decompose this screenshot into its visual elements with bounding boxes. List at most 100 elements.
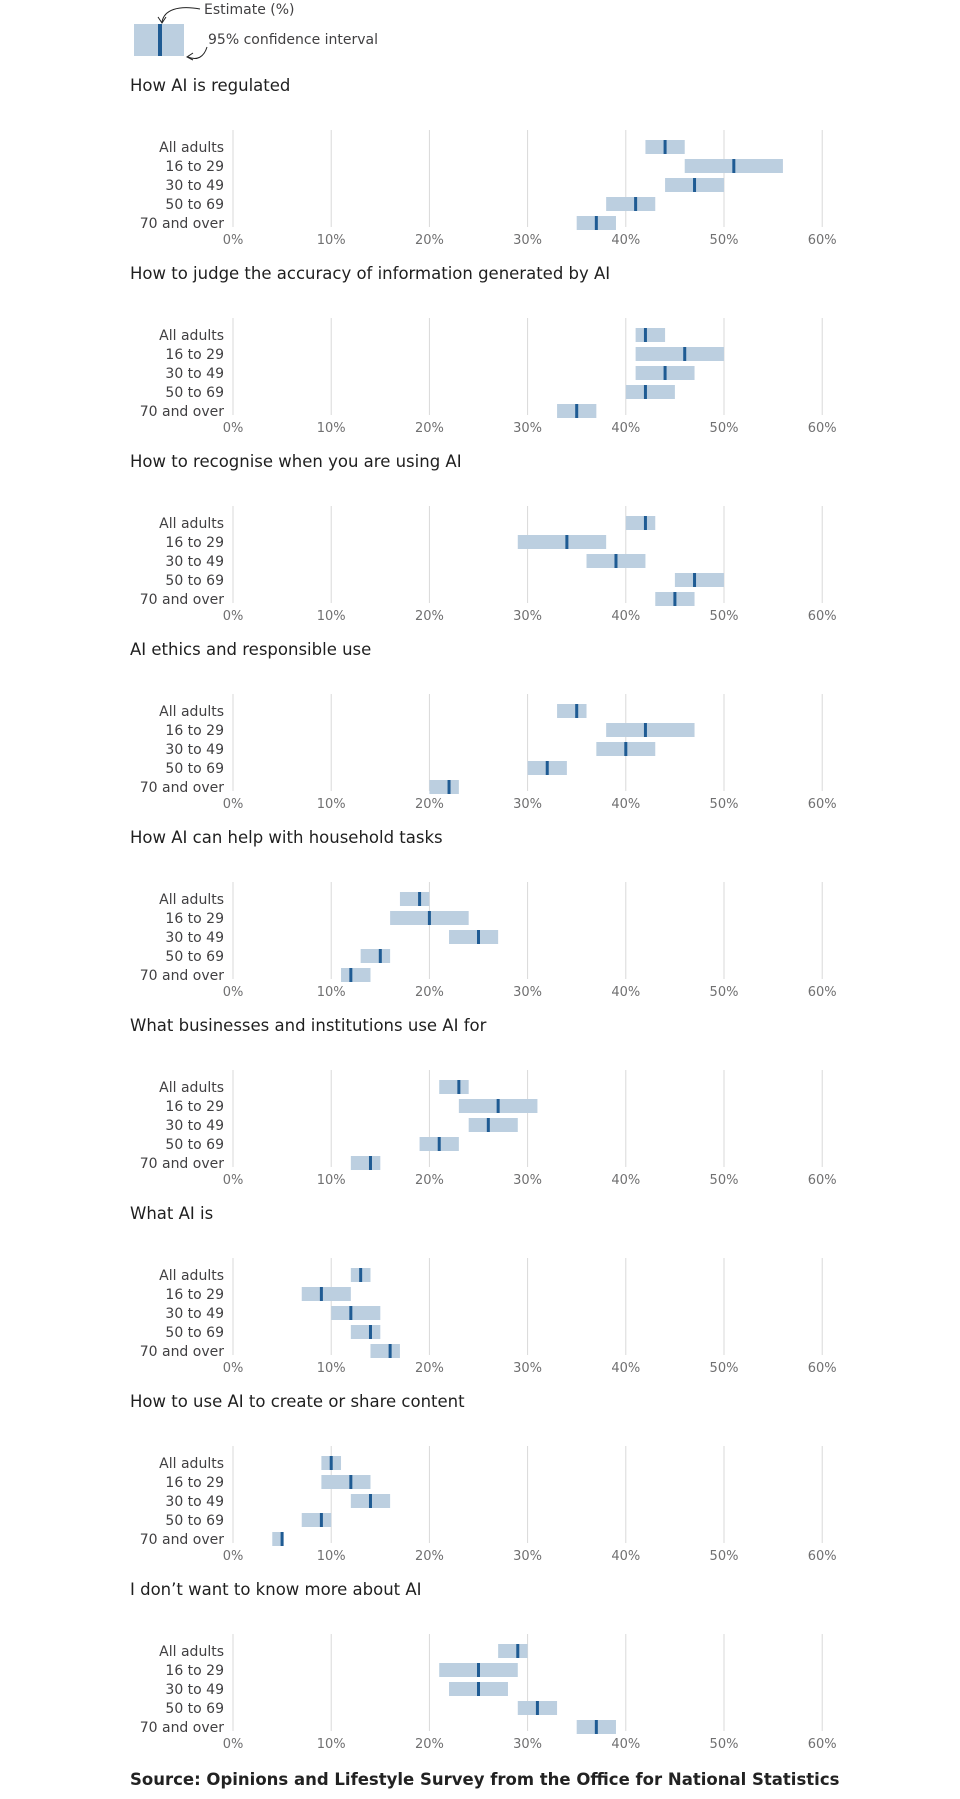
legend-estimate-marker — [158, 24, 162, 56]
estimate-marker — [319, 1513, 323, 1527]
estimate-marker — [496, 1099, 500, 1113]
x-tick-label: 20% — [415, 233, 444, 248]
category-label: All adults — [159, 1268, 224, 1284]
estimate-marker — [643, 385, 647, 399]
x-tick-label: 40% — [611, 1549, 640, 1564]
chart-plot: 0% 10% 20% 30% 40% 50% 60% All adults 16 to 29 30… — [140, 506, 837, 624]
estimate-marker — [418, 892, 422, 906]
ci-bar — [625, 516, 656, 530]
category-label: 16 to 29 — [165, 1287, 224, 1303]
legend-estimate-arrow — [161, 7, 201, 23]
chart-panel: AI ethics and responsible use 0% 10% 20% 30%… — [0, 640, 960, 827]
ci-bar — [301, 1287, 351, 1301]
x-tick-label: 0% — [223, 1737, 244, 1752]
estimate-marker — [368, 1325, 372, 1339]
ci-bar — [498, 1644, 528, 1658]
legend-estimate-label: Estimate (%) — [204, 2, 295, 18]
chart-title: What businesses and institutions use AI … — [130, 1016, 487, 1035]
category-label: All adults — [159, 1456, 224, 1472]
x-tick-label: 20% — [415, 609, 444, 624]
x-tick-label: 60% — [808, 1549, 837, 1564]
ci-bar — [557, 704, 587, 718]
category-label: 70 and over — [140, 592, 225, 608]
ci-bar — [635, 328, 666, 342]
x-tick-label: 30% — [513, 797, 542, 812]
x-tick-label: 60% — [808, 985, 837, 1000]
source-note: Source: Opinions and Lifestyle Survey fr… — [130, 1770, 840, 1789]
category-label: 50 to 69 — [165, 1137, 224, 1153]
ci-bar — [399, 892, 430, 906]
x-tick-label: 50% — [710, 609, 739, 624]
ci-bar — [341, 968, 371, 982]
estimate-marker — [437, 1137, 441, 1151]
x-tick-label: 20% — [415, 1361, 444, 1376]
estimate-marker — [614, 554, 618, 568]
estimate-marker — [359, 1268, 363, 1282]
estimate-marker — [427, 911, 431, 925]
estimate-marker — [663, 140, 667, 154]
x-tick-label: 40% — [611, 1173, 640, 1188]
chart-plot: 0% 10% 20% 30% 40% 50% 60% All adults 16 to 29 30… — [140, 1634, 837, 1752]
chart-panel: How AI can help with household tasks 0% 10… — [0, 828, 960, 1015]
x-tick-label: 20% — [415, 421, 444, 436]
chart-legend: Estimate (%) 95% confidence interval — [0, 0, 960, 70]
category-label: 16 to 29 — [165, 1663, 224, 1679]
chart-panel: How AI is regulated 0% 10% 20% 30% 40% 50% 60% A… — [0, 76, 960, 263]
category-label: 30 to 49 — [165, 366, 224, 382]
category-label: All adults — [159, 704, 224, 720]
estimate-marker — [388, 1344, 392, 1358]
category-label: 16 to 29 — [165, 159, 224, 175]
estimate-marker — [378, 949, 382, 963]
category-label: 50 to 69 — [165, 1325, 224, 1341]
chart-title: How AI is regulated — [130, 76, 291, 95]
estimate-marker — [486, 1118, 490, 1132]
ci-bar — [272, 1532, 283, 1546]
x-tick-label: 10% — [317, 233, 346, 248]
category-label: 50 to 69 — [165, 197, 224, 213]
x-tick-label: 50% — [710, 797, 739, 812]
category-label: 70 and over — [140, 1156, 225, 1172]
x-tick-label: 50% — [710, 233, 739, 248]
x-tick-label: 30% — [513, 609, 542, 624]
x-tick-label: 10% — [317, 985, 346, 1000]
ci-bar — [301, 1513, 332, 1527]
estimate-marker — [329, 1456, 333, 1470]
ci-bar — [350, 1156, 381, 1170]
x-tick-label: 10% — [317, 1173, 346, 1188]
category-label: 16 to 29 — [165, 347, 224, 363]
estimate-marker — [673, 592, 677, 606]
category-label: 50 to 69 — [165, 1701, 224, 1717]
category-label: All adults — [159, 516, 224, 532]
ci-bar — [321, 1475, 371, 1489]
estimate-marker — [535, 1701, 539, 1715]
estimate-marker — [594, 1720, 598, 1734]
estimate-marker — [280, 1532, 284, 1546]
estimate-marker — [643, 516, 647, 530]
legend-estimate-arrowhead — [157, 16, 167, 24]
category-label: All adults — [159, 892, 224, 908]
x-tick-label: 40% — [611, 1361, 640, 1376]
x-tick-label: 10% — [317, 609, 346, 624]
x-tick-label: 10% — [317, 1361, 346, 1376]
x-tick-label: 30% — [513, 1549, 542, 1564]
estimate-marker — [447, 780, 451, 794]
chart-panel: What businesses and institutions use AI … — [0, 1016, 960, 1203]
x-tick-label: 40% — [611, 1737, 640, 1752]
category-label: 16 to 29 — [165, 1099, 224, 1115]
chart-plot: 0% 10% 20% 30% 40% 50% 60% All adults 16 to 29 30… — [140, 694, 837, 812]
category-label: All adults — [159, 1080, 224, 1096]
category-label: 50 to 69 — [165, 949, 224, 965]
ci-bar — [635, 347, 724, 361]
x-tick-label: 10% — [317, 797, 346, 812]
chart-title: How to judge the accuracy of information… — [130, 264, 611, 283]
ci-bar — [331, 1306, 381, 1320]
chart-panel: How to recognise when you are using AI 0%… — [0, 452, 960, 639]
x-tick-label: 60% — [808, 421, 837, 436]
chart-panel: I don’t want to know more about AI 0% 10% 2… — [0, 1580, 960, 1767]
x-tick-label: 0% — [223, 1549, 244, 1564]
x-tick-label: 10% — [317, 1737, 346, 1752]
ci-bar — [606, 723, 695, 737]
estimate-marker — [516, 1644, 520, 1658]
category-label: 70 and over — [140, 780, 225, 796]
estimate-marker — [477, 1663, 480, 1677]
